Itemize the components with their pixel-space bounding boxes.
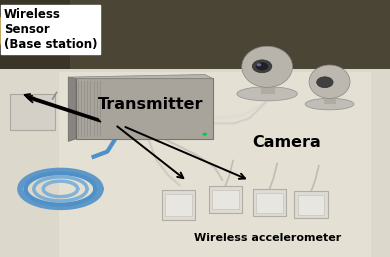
FancyBboxPatch shape [253,189,286,216]
Circle shape [317,77,333,88]
FancyBboxPatch shape [209,186,242,213]
Polygon shape [0,0,70,103]
Circle shape [256,62,268,70]
Polygon shape [0,0,390,72]
Text: Wireless
Sensor
(Base station): Wireless Sensor (Base station) [4,8,98,51]
Polygon shape [0,69,390,257]
Ellipse shape [305,98,354,110]
Polygon shape [68,75,213,78]
Text: Camera: Camera [252,135,321,150]
Text: Transmitter: Transmitter [98,97,203,112]
Circle shape [252,60,272,73]
Circle shape [202,133,207,136]
Circle shape [257,63,261,66]
FancyBboxPatch shape [10,94,55,130]
FancyBboxPatch shape [324,90,336,104]
FancyBboxPatch shape [294,191,328,218]
Ellipse shape [242,46,292,87]
FancyBboxPatch shape [162,190,195,220]
FancyBboxPatch shape [76,78,213,139]
Polygon shape [68,77,76,141]
Polygon shape [58,72,370,257]
FancyBboxPatch shape [298,195,324,215]
Ellipse shape [309,65,350,98]
FancyBboxPatch shape [261,77,275,94]
FancyBboxPatch shape [212,190,239,209]
Ellipse shape [0,8,43,54]
FancyBboxPatch shape [256,193,283,213]
Ellipse shape [237,87,298,101]
FancyBboxPatch shape [165,194,192,216]
Text: Wireless accelerometer: Wireless accelerometer [193,233,341,243]
